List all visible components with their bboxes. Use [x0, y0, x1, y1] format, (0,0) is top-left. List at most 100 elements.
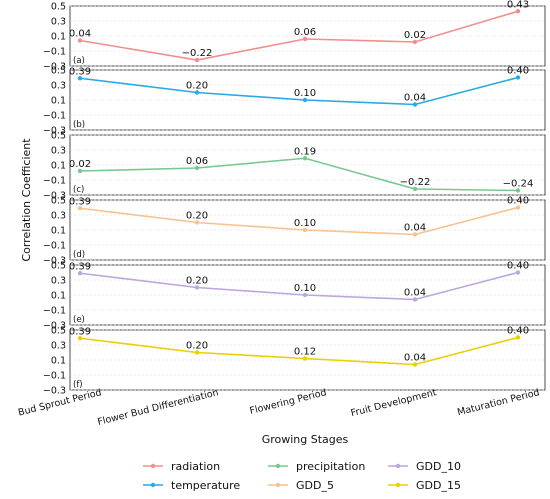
- legend-label: GDD_10: [416, 460, 461, 473]
- data-point: [77, 271, 83, 276]
- panel-label: (a): [73, 56, 85, 66]
- legend-label: GDD_5: [296, 479, 334, 492]
- data-point: [412, 186, 418, 192]
- panel-label: (f): [73, 380, 83, 390]
- data-label: 0.40: [507, 326, 529, 337]
- legend-item-radiation: radiation: [143, 460, 220, 473]
- data-label: 0.10: [294, 283, 316, 294]
- y-tick-label: 0.5: [51, 2, 66, 13]
- panel-GDD_15: 0.5 0.3 0.1 −0.1 −0.3 (f) 0.39 0.20 0.12 0.04 0.40: [43, 326, 546, 397]
- data-label: 0.12: [294, 347, 316, 358]
- legend-marker: [150, 482, 156, 488]
- data-point: [194, 350, 200, 355]
- y-tick-label: −0.3: [43, 62, 66, 73]
- y-tick-label: 0.5: [51, 66, 66, 77]
- legend-marker: [275, 482, 281, 488]
- y-tick-label: −0.3: [43, 256, 66, 267]
- data-label: 0.39: [69, 196, 91, 207]
- data-point: [77, 206, 83, 211]
- data-label: 0.39: [69, 261, 91, 272]
- data-point: [302, 292, 308, 298]
- y-tick-label: 0.1: [51, 226, 66, 237]
- data-label: 0.39: [69, 66, 91, 77]
- y-axis-label: Correlation Coefficient: [20, 138, 33, 262]
- data-label: 0.04: [404, 288, 426, 299]
- data-label: −0.22: [182, 48, 213, 59]
- data-point: [302, 36, 308, 42]
- legend-item-GDD_15: GDD_15: [388, 479, 461, 492]
- y-tick-label: −0.1: [43, 306, 66, 317]
- y-tick-label: −0.3: [43, 321, 66, 332]
- y-tick-label: 0.3: [51, 146, 66, 157]
- legend-label: precipitation: [296, 460, 365, 473]
- y-tick-label: −0.3: [43, 191, 66, 202]
- data-label: −0.22: [400, 177, 431, 188]
- legend: radiation temperature precipitation GDD_5 GD…: [143, 460, 461, 492]
- legend-marker: [275, 463, 281, 469]
- panel-radiation: 0.5 0.3 0.1 −0.1 −0.3 (a) 0.04 −0.22 0.06 0.02 0.4…: [43, 0, 546, 73]
- data-label: 0.10: [294, 88, 316, 99]
- y-tick-label: 0.5: [51, 326, 66, 337]
- legend-label: temperature: [171, 479, 240, 492]
- y-tick-label: −0.1: [43, 111, 66, 122]
- data-label: 0.06: [294, 27, 316, 38]
- data-point: [77, 336, 83, 341]
- data-point: [194, 285, 200, 290]
- legend-item-GDD_10: GDD_10: [388, 460, 461, 473]
- panel-label: (d): [73, 250, 85, 260]
- data-label: 0.40: [507, 66, 529, 77]
- legend-item-GDD_5: GDD_5: [268, 479, 334, 492]
- data-label: 0.04: [404, 353, 426, 364]
- panel-label: (e): [73, 315, 85, 325]
- x-axis-label: Growing Stages: [262, 433, 349, 446]
- y-tick-label: 0.5: [51, 196, 66, 207]
- data-point: [77, 38, 83, 43]
- y-tick-label: 0.3: [51, 81, 66, 92]
- y-tick-label: 0.5: [51, 131, 66, 142]
- panel-GDD_5: 0.5 0.3 0.1 −0.1 −0.3 (d) 0.39 0.20 0.10 0.04 0.40: [43, 196, 546, 267]
- y-tick-label: −0.1: [43, 47, 66, 58]
- data-label: 0.43: [507, 0, 529, 10]
- panel-temperature: 0.5 0.3 0.1 −0.1 −0.3 (b) 0.39 0.20 0.10 0.04 0.40: [43, 66, 546, 137]
- data-point: [515, 75, 521, 80]
- data-label: 0.06: [186, 156, 208, 167]
- data-point: [515, 188, 521, 193]
- data-label: 0.20: [186, 211, 208, 222]
- y-tick-label: 0.1: [51, 161, 66, 172]
- data-point: [412, 232, 418, 237]
- data-label: 0.04: [404, 223, 426, 234]
- y-tick-label: 0.3: [51, 17, 66, 28]
- y-tick-label: 0.1: [51, 356, 66, 367]
- y-tick-label: 0.1: [51, 291, 66, 302]
- data-point: [302, 356, 308, 361]
- panel-precipitation: 0.5 0.3 0.1 −0.1 −0.3 (c) 0.02 0.06 0.19 −0.22 −0.…: [43, 131, 546, 202]
- data-label: 0.02: [404, 30, 426, 41]
- data-label: 0.04: [69, 29, 91, 40]
- data-point: [77, 76, 83, 81]
- y-tick-label: −0.1: [43, 241, 66, 252]
- panel-GDD_10: 0.5 0.3 0.1 −0.1 −0.3 (e) 0.39 0.20 0.10 0.04 0.40: [43, 261, 546, 332]
- data-label: 0.20: [186, 81, 208, 92]
- data-point: [194, 90, 200, 95]
- panel-label: (c): [73, 185, 84, 195]
- data-point: [515, 335, 521, 340]
- y-tick-label: −0.3: [43, 126, 66, 137]
- data-point: [302, 97, 308, 103]
- data-label: 0.40: [507, 196, 529, 207]
- legend-marker: [395, 482, 401, 488]
- legend-marker: [150, 463, 156, 469]
- data-point: [77, 168, 83, 174]
- data-label: 0.19: [294, 146, 316, 157]
- data-point: [412, 362, 418, 367]
- y-tick-label: 0.3: [51, 276, 66, 287]
- legend-label: radiation: [171, 460, 220, 473]
- data-label: 0.02: [69, 159, 91, 170]
- data-label: 0.10: [294, 218, 316, 229]
- y-tick-label: 0.3: [51, 211, 66, 222]
- data-point: [515, 205, 521, 210]
- x-tick-label: Maturation Period: [456, 387, 540, 418]
- x-tick-label: Flowering Period: [249, 387, 328, 417]
- legend-item-temperature: temperature: [143, 479, 240, 492]
